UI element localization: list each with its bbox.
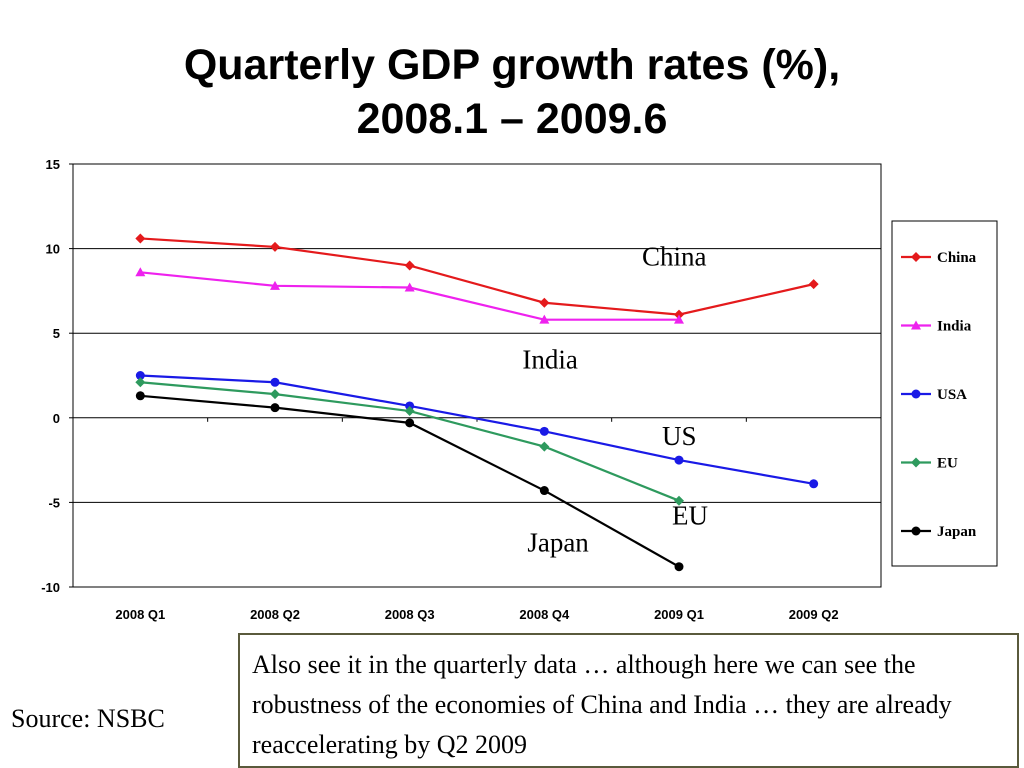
data-point-china: [404, 260, 415, 271]
x-tick-label: 2009 Q1: [654, 607, 704, 622]
data-point-india: [674, 314, 684, 324]
annotation-india: India: [522, 345, 577, 375]
series-usa: [135, 371, 819, 489]
legend: China India USA EU Japan: [891, 220, 998, 567]
grid-lines: [69, 163, 881, 588]
title-line-2: 2008.1 – 2009.6: [356, 95, 668, 143]
data-point-india: [270, 280, 280, 290]
data-point-japan: [674, 562, 684, 572]
y-tick-label: -10: [41, 580, 60, 595]
x-tick-label: 2008 Q1: [115, 607, 165, 622]
x-tick-label: 2008 Q2: [250, 607, 300, 622]
series-china: [135, 233, 819, 320]
x-tick-label: 2008 Q3: [385, 607, 435, 622]
data-point-usa: [270, 377, 280, 387]
data-point-eu: [539, 441, 550, 452]
x-tick-label: 2008 Q4: [519, 607, 570, 622]
data-point-china: [270, 241, 280, 252]
series-eu: [135, 377, 684, 506]
y-axis-ticks: 15 10 5 0 -5 -10: [41, 157, 60, 595]
data-point-japan: [405, 418, 415, 428]
x-tick-label: 2009 Q2: [789, 607, 839, 622]
legend-item-china: China: [901, 250, 977, 266]
data-point-japan: [270, 403, 280, 413]
legend-item-usa: USA: [901, 387, 967, 403]
data-point-india: [539, 314, 550, 324]
source-label: Source: NSBC: [11, 704, 165, 733]
y-tick-label: 5: [53, 326, 60, 341]
data-point-india: [135, 267, 146, 277]
data-point-china: [808, 279, 819, 290]
data-point-china: [539, 297, 550, 308]
legend-item-eu: EU: [901, 456, 958, 472]
series-line-china: [140, 237, 814, 316]
annotation-china: China: [642, 242, 707, 272]
x-axis-ticks: 2008 Q1 2008 Q2 2008 Q3 2008 Q4 2009 Q1 2009 …: [115, 607, 838, 622]
title-line-1: Quarterly GDP growth rates (%),: [183, 41, 841, 89]
data-point-eu: [135, 377, 146, 388]
series-india: [135, 267, 684, 324]
series-line-usa: [140, 374, 814, 485]
data-point-china: [674, 309, 684, 320]
y-tick-label: -5: [48, 495, 60, 510]
legend-label-japan: Japan: [937, 524, 977, 540]
legend-marker-japan: [911, 526, 921, 536]
data-point-india: [404, 282, 415, 292]
commentary-box: Also see it in the quarterly data … alth…: [238, 633, 1019, 768]
data-point-japan: [135, 391, 145, 401]
slide-title: Quarterly GDP growth rates (%), 2008.1 –…: [0, 38, 1024, 146]
legend-label-india: India: [937, 319, 972, 335]
series-layer: [135, 233, 819, 572]
y-tick-label: 0: [53, 411, 60, 426]
data-point-eu: [404, 406, 415, 417]
data-point-china: [135, 233, 146, 244]
annotation-japan: Japan: [527, 527, 589, 557]
annotation-eu: EU: [672, 500, 708, 530]
legend-marker-usa: [911, 389, 921, 399]
data-point-eu: [270, 389, 280, 400]
legend-item-japan: Japan: [901, 524, 977, 540]
annotation-us: US: [662, 421, 697, 451]
data-point-usa: [405, 401, 415, 411]
data-point-eu: [674, 495, 684, 506]
annotations: China India US EU Japan: [522, 242, 708, 558]
data-point-usa: [135, 371, 145, 380]
data-point-usa: [539, 426, 549, 436]
series-japan: [135, 391, 684, 572]
data-point-usa: [674, 455, 684, 465]
legend-label-china: China: [937, 250, 977, 266]
y-tick-label: 10: [46, 242, 60, 257]
plot-area: [72, 163, 882, 588]
y-tick-label: 15: [46, 157, 60, 172]
data-point-usa: [809, 479, 819, 489]
legend-marker-eu: [911, 457, 921, 468]
legend-item-india: India: [901, 319, 972, 335]
legend-label-eu: EU: [937, 456, 958, 472]
legend-marker-china: [911, 252, 921, 262]
legend-label-usa: USA: [937, 387, 967, 403]
data-point-japan: [539, 486, 549, 496]
legend-marker-india: [911, 320, 921, 330]
